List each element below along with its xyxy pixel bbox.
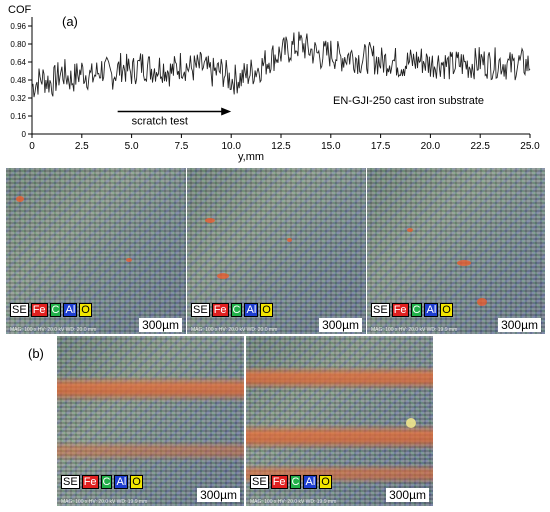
chart-axes: [31, 17, 530, 135]
legend-fe: Fe: [391, 303, 409, 317]
scale-bar-label: 300µm: [319, 318, 362, 332]
element-legend: SE Fe C Al O: [61, 475, 143, 489]
panel-a-label: (a): [62, 14, 78, 29]
scale-bar-label: 300µm: [386, 488, 429, 502]
legend-o: O: [319, 475, 332, 489]
x-tick-label: 25.0: [520, 141, 540, 152]
scale-bar-label: 300µm: [139, 318, 182, 332]
y-tick-label: 0.48: [10, 76, 26, 85]
substrate-label: EN-GJI-250 cast iron substrate: [333, 95, 484, 107]
element-legend: SE Fe C Al O: [250, 475, 332, 489]
sem-metadata: MAG: 100 x HV: 20.0 kV WD: 20.0 mm: [10, 327, 97, 333]
micrograph-3: SE Fe C Al O MAG: 100 x HV: 20.0 kV WD: 19.9…: [367, 168, 545, 334]
y-tick-label: 0.64: [10, 58, 26, 67]
chart-ticks: 0 2.5 5.0 7.5 10.0 12.5 15.0 17.5 20.0 22.5 25.0 0 0…: [10, 22, 540, 152]
y-tick-label: 0: [22, 130, 27, 139]
legend-fe: Fe: [211, 303, 229, 317]
sem-metadata: MAG: 100 x HV: 20.0 kV WD: 19.9 mm: [61, 499, 148, 505]
x-tick-label: 10.0: [221, 141, 241, 152]
element-legend: SE Fe C Al O: [10, 303, 92, 317]
cof-series-line: [31, 31, 531, 98]
x-tick-label: 5.0: [125, 141, 139, 152]
micrograph-2: SE Fe C Al O MAG: 100 x HV: 20.0 kV WD: 20.0…: [187, 168, 366, 334]
legend-al: Al: [424, 303, 439, 317]
legend-se: SE: [191, 303, 210, 317]
x-tick-label: 22.5: [470, 141, 490, 152]
legend-se: SE: [10, 303, 29, 317]
legend-o: O: [440, 303, 453, 317]
sem-metadata: MAG: 100 x HV: 20.0 kV WD: 19.9 mm: [250, 499, 337, 505]
legend-c: C: [230, 303, 243, 317]
sem-metadata: MAG: 100 x HV: 20.0 kV WD: 20.0 mm: [191, 327, 278, 333]
x-tick-label: 15.0: [321, 141, 341, 152]
element-legend: SE Fe C Al O: [191, 303, 273, 317]
scratch-test-label: scratch test: [132, 116, 188, 128]
y-tick-label: 0.32: [10, 94, 26, 103]
x-tick-label: 7.5: [174, 141, 188, 152]
x-axis-label: y,mm: [238, 151, 264, 163]
y-tick-label: 0.16: [10, 112, 26, 121]
legend-al: Al: [63, 303, 78, 317]
legend-fe: Fe: [81, 475, 99, 489]
x-tick-label: 0: [29, 141, 35, 152]
scale-bar-label: 300µm: [197, 488, 240, 502]
legend-c: C: [49, 303, 62, 317]
legend-o: O: [79, 303, 92, 317]
legend-se: SE: [61, 475, 80, 489]
cof-chart: (a) COF y,mm 0 2.5 5.0 7.5 10.0 12.5 15.0 17.5 2…: [8, 4, 540, 163]
micrograph-1: SE Fe C Al O MAG: 100 x HV: 20.0 kV WD: 20.0…: [6, 168, 186, 334]
element-legend: SE Fe C Al O: [371, 303, 453, 317]
scratch-direction-arrow: [117, 107, 232, 116]
legend-c: C: [410, 303, 423, 317]
scale-bar-label: 300µm: [498, 318, 541, 332]
micrograph-4: SE Fe C Al O MAG: 100 x HV: 20.0 kV WD: 19.9…: [57, 336, 244, 506]
legend-fe: Fe: [270, 475, 288, 489]
sem-metadata: MAG: 100 x HV: 20.0 kV WD: 19.9 mm: [371, 327, 458, 333]
legend-c: C: [289, 475, 302, 489]
x-tick-label: 2.5: [75, 141, 89, 152]
legend-c: C: [100, 475, 113, 489]
legend-se: SE: [250, 475, 269, 489]
x-tick-label: 17.5: [371, 141, 391, 152]
y-tick-label: 0.80: [10, 40, 26, 49]
x-tick-label: 20.0: [421, 141, 441, 152]
legend-al: Al: [114, 475, 129, 489]
legend-o: O: [130, 475, 143, 489]
legend-se: SE: [371, 303, 390, 317]
y-axis-label: COF: [8, 4, 32, 16]
arrow-head: [221, 107, 232, 116]
legend-al: Al: [303, 475, 318, 489]
panel-b-label: (b): [28, 346, 44, 361]
legend-al: Al: [244, 303, 259, 317]
micrograph-5: SE Fe C Al O MAG: 100 x HV: 20.0 kV WD: 19.9…: [246, 336, 433, 506]
legend-fe: Fe: [30, 303, 48, 317]
legend-o: O: [260, 303, 273, 317]
x-tick-label: 12.5: [271, 141, 291, 152]
y-tick-label: 0.96: [10, 22, 26, 31]
